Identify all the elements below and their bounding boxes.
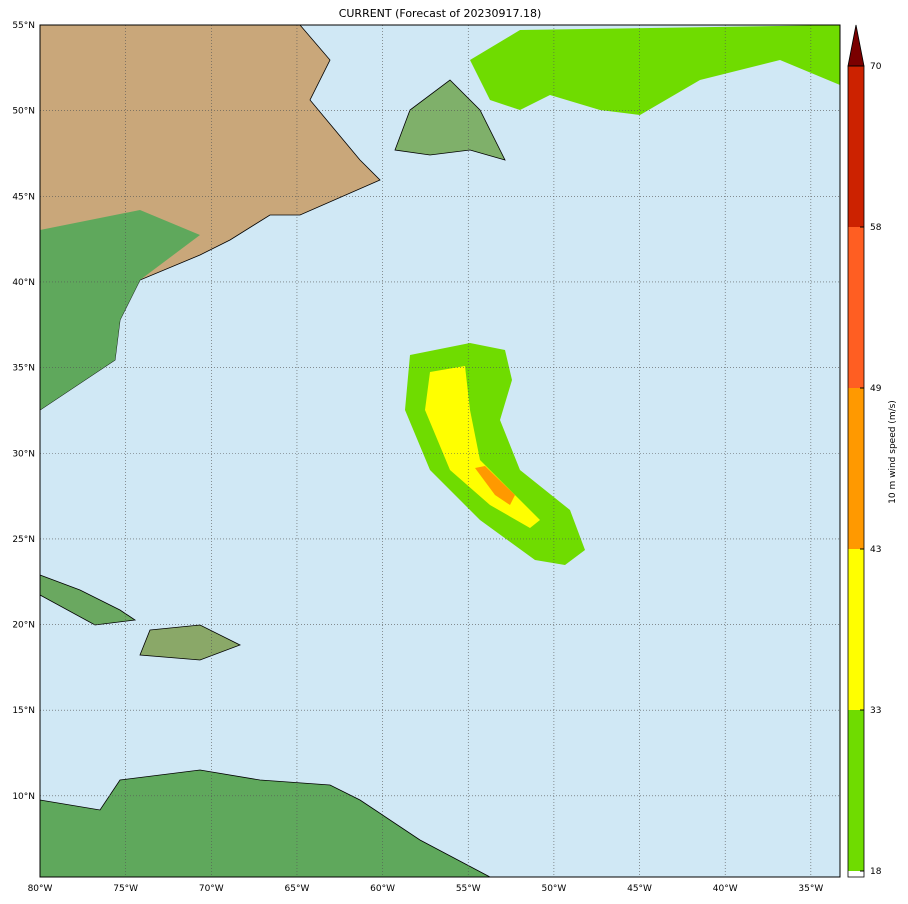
colorbar: 18 33 43 49 58 70 [847, 24, 882, 878]
lon-tick-label: 45°W [627, 884, 652, 894]
colorbar-frame [847, 65, 865, 878]
lat-tick-label: 30°N [12, 449, 35, 459]
colorbar-tick-label: 58 [870, 223, 882, 233]
lon-tick-label: 50°W [541, 884, 566, 894]
colorbar-tick-label: 43 [870, 545, 881, 555]
colorbar-segment [848, 66, 864, 227]
lon-tick-label: 35°W [798, 884, 823, 894]
colorbar-tick-label: 18 [870, 867, 882, 877]
lat-tick-label: 15°N [12, 706, 35, 716]
colorbar-tick-label: 33 [870, 706, 881, 716]
lon-tick-label: 65°W [285, 884, 310, 894]
colorbar-segment [848, 388, 864, 549]
lat-tick-label: 25°N [12, 535, 35, 545]
wind-43-49 [475, 466, 515, 505]
map-title: CURRENT (Forecast of 20230917.18) [338, 7, 542, 20]
graticule [39, 24, 840, 877]
hispaniola [139, 624, 241, 661]
wind-33-43 [425, 366, 540, 528]
lon-tick-label: 80°W [28, 884, 53, 894]
lat-tick-label: 40°N [12, 278, 35, 288]
colorbar-extend-arrow [847, 24, 865, 67]
lat-tick-label: 45°N [12, 192, 35, 202]
colorbar-tick-label: 70 [870, 62, 882, 72]
lon-tick-label: 55°W [456, 884, 481, 894]
lat-tick-label: 55°N [12, 21, 35, 31]
lon-tick-label: 40°W [713, 884, 738, 894]
lat-tick-label: 35°N [12, 364, 35, 374]
lat-tick-label: 20°N [12, 621, 35, 631]
colorbar-tick-label: 49 [870, 384, 882, 394]
map-frame [39, 24, 841, 878]
lon-tick-label: 60°W [370, 884, 395, 894]
colorbar-segment [848, 549, 864, 710]
colorbar-segment [848, 227, 864, 388]
colorbar-label: 10 m wind speed (m/s) [888, 400, 898, 504]
lat-tick-label: 50°N [12, 107, 35, 117]
land [39, 24, 506, 878]
wind-18-33-north [470, 25, 840, 115]
colorbar-segment [848, 710, 864, 871]
axis-ticks: 80°W 75°W 70°W 65°W 60°W 55°W 50°W 45°W 40°W 35°W… [12, 21, 823, 894]
lat-tick-label: 10°N [12, 792, 35, 802]
lon-tick-label: 75°W [113, 884, 138, 894]
lon-tick-label: 70°W [199, 884, 224, 894]
wind-swath [405, 25, 840, 565]
newfoundland [394, 79, 506, 161]
coastal-lowland [40, 210, 200, 410]
